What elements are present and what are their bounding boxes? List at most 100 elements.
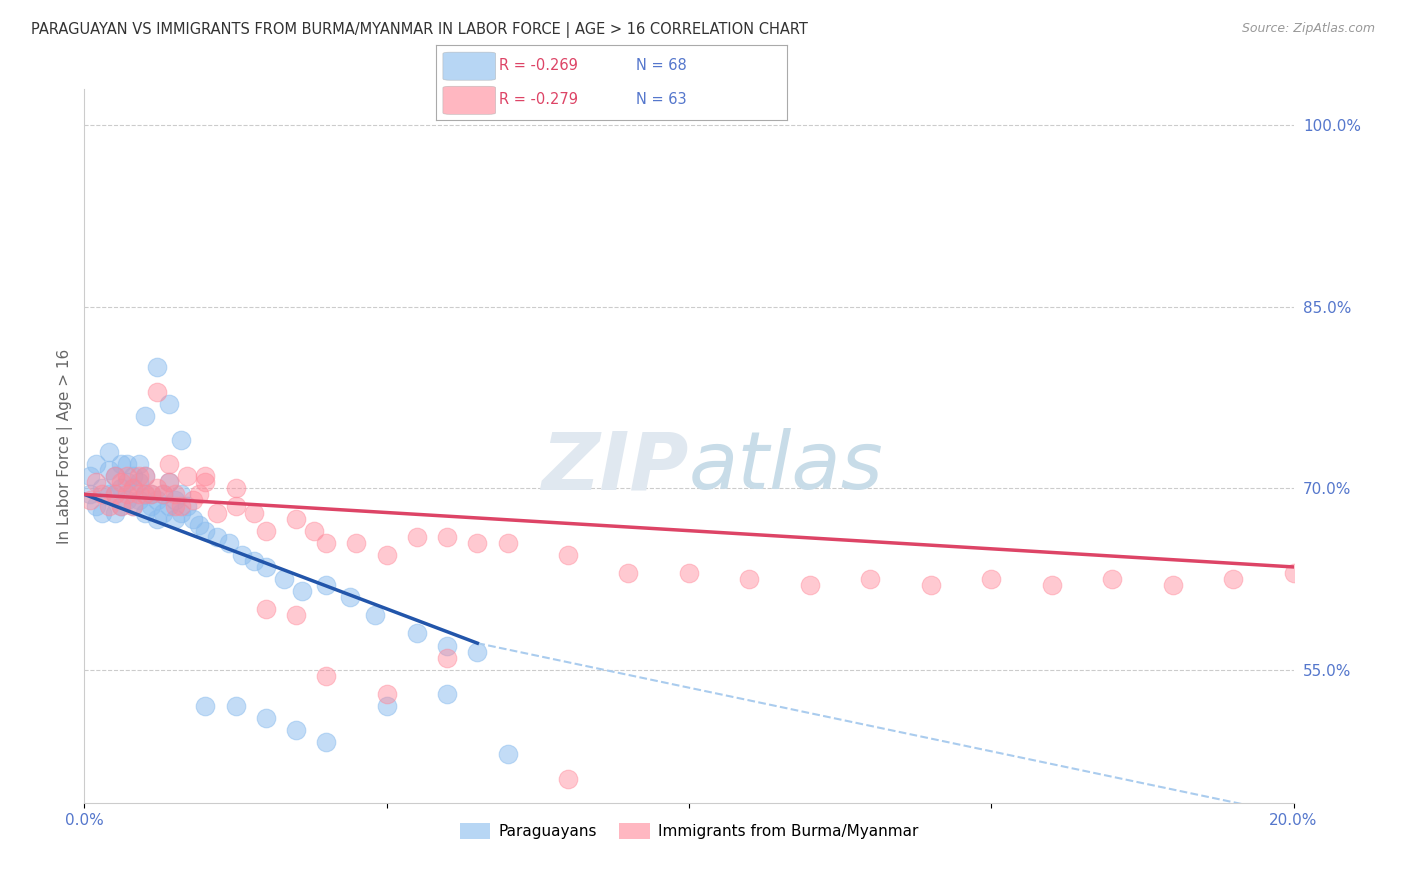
Point xyxy=(285,608,308,623)
Point xyxy=(920,578,942,592)
Point xyxy=(146,481,169,495)
Point xyxy=(678,566,700,580)
Point xyxy=(104,469,127,483)
Point xyxy=(146,384,169,399)
Point xyxy=(128,457,150,471)
Point xyxy=(254,524,277,538)
Point xyxy=(115,475,138,490)
Legend: Paraguayans, Immigrants from Burma/Myanmar: Paraguayans, Immigrants from Burma/Myanm… xyxy=(454,817,924,845)
Point xyxy=(225,481,247,495)
Point xyxy=(207,506,229,520)
Point xyxy=(1101,572,1123,586)
Point xyxy=(86,500,108,514)
Point xyxy=(134,469,156,483)
Point xyxy=(980,572,1002,586)
Point xyxy=(104,487,127,501)
Point xyxy=(436,530,458,544)
Point xyxy=(339,590,361,604)
Point xyxy=(128,493,150,508)
Point xyxy=(254,602,277,616)
Point xyxy=(115,487,138,501)
Point xyxy=(115,493,138,508)
Point xyxy=(115,469,138,483)
Point xyxy=(254,711,277,725)
Point xyxy=(181,493,204,508)
Point xyxy=(188,487,211,501)
Point xyxy=(406,530,429,544)
Point xyxy=(291,584,314,599)
Point xyxy=(1040,578,1063,592)
Point xyxy=(139,500,162,514)
Text: Source: ZipAtlas.com: Source: ZipAtlas.com xyxy=(1241,22,1375,36)
Point xyxy=(121,481,143,495)
Point xyxy=(176,500,198,514)
Point xyxy=(557,548,579,562)
Point xyxy=(115,457,138,471)
Text: ZIP: ZIP xyxy=(541,428,689,507)
Point xyxy=(91,487,114,501)
Point xyxy=(170,487,193,501)
Point xyxy=(134,469,156,483)
Point xyxy=(86,475,108,490)
Point xyxy=(315,735,337,749)
Point xyxy=(1161,578,1184,592)
Point xyxy=(165,487,187,501)
Point xyxy=(254,560,277,574)
Point xyxy=(110,475,132,490)
Point xyxy=(139,487,162,501)
Point xyxy=(157,475,180,490)
Point xyxy=(91,506,114,520)
Point xyxy=(79,487,101,501)
Point xyxy=(121,481,143,495)
Point xyxy=(194,469,217,483)
Text: R = -0.269: R = -0.269 xyxy=(499,58,578,73)
Text: PARAGUAYAN VS IMMIGRANTS FROM BURMA/MYANMAR IN LABOR FORCE | AGE > 16 CORRELATIO: PARAGUAYAN VS IMMIGRANTS FROM BURMA/MYAN… xyxy=(31,22,808,38)
Point xyxy=(157,397,180,411)
Point xyxy=(496,747,519,762)
Point xyxy=(110,481,132,495)
Point xyxy=(79,469,101,483)
Point xyxy=(97,500,120,514)
Point xyxy=(97,487,120,501)
Point xyxy=(436,639,458,653)
Point xyxy=(302,524,325,538)
Text: atlas: atlas xyxy=(689,428,884,507)
Point xyxy=(285,723,308,738)
Point xyxy=(375,699,398,714)
Point xyxy=(97,445,120,459)
Point xyxy=(207,530,229,544)
Point xyxy=(363,608,385,623)
Point xyxy=(436,650,458,665)
Point xyxy=(110,457,132,471)
Point xyxy=(121,500,143,514)
Point xyxy=(146,360,169,375)
Point xyxy=(375,687,398,701)
Point xyxy=(194,524,217,538)
Point xyxy=(406,626,429,640)
Point xyxy=(165,493,187,508)
Point xyxy=(346,535,368,549)
Point xyxy=(91,481,114,495)
Point xyxy=(152,487,174,501)
Point xyxy=(467,535,489,549)
Point xyxy=(170,506,193,520)
Point xyxy=(110,500,132,514)
Point xyxy=(859,572,882,586)
Point xyxy=(152,506,174,520)
Point xyxy=(128,487,150,501)
Point xyxy=(188,517,211,532)
Point xyxy=(104,487,127,501)
Point xyxy=(79,493,101,508)
Point xyxy=(170,433,193,447)
Point xyxy=(97,463,120,477)
Point xyxy=(134,487,156,501)
Point xyxy=(557,772,579,786)
Point xyxy=(176,469,198,483)
Text: R = -0.279: R = -0.279 xyxy=(499,93,578,107)
Point xyxy=(315,669,337,683)
Point xyxy=(128,469,150,483)
Point xyxy=(225,699,247,714)
Point xyxy=(315,535,337,549)
Point xyxy=(242,506,264,520)
Point xyxy=(146,511,169,525)
